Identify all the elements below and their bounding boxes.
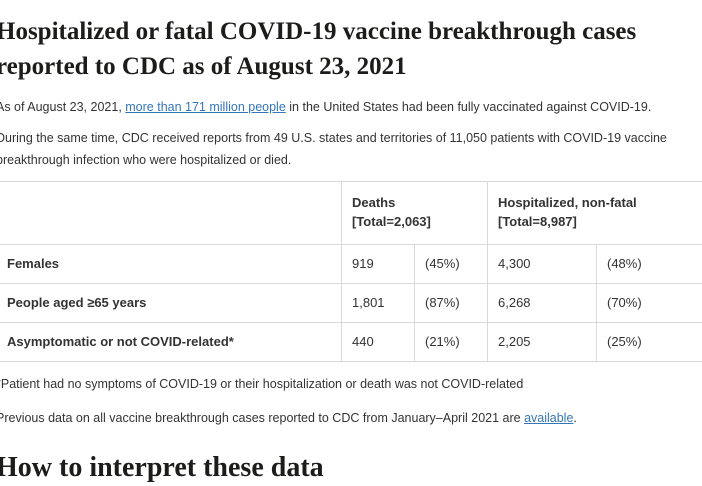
- vaccinated-count-link[interactable]: more than 171 million people: [125, 100, 286, 114]
- hospitalized-percent-cell: (70%): [597, 284, 702, 323]
- deaths-percent-cell: (45%): [415, 245, 488, 284]
- previous-data-note: Previous data on all vaccine breakthroug…: [0, 407, 696, 429]
- hospitalized-header-label: Hospitalized, non-fatal: [498, 193, 692, 212]
- deaths-percent-cell: (21%): [415, 323, 488, 362]
- deaths-count-cell: 919: [342, 245, 415, 284]
- hospitalized-count-cell: 6,268: [488, 284, 597, 323]
- deaths-count-cell: 1,801: [342, 284, 415, 323]
- page-title: Hospitalized or fatal COVID-19 vaccine b…: [0, 14, 702, 84]
- cdc-breakthrough-article: Hospitalized or fatal COVID-19 vaccine b…: [0, 14, 702, 486]
- intro1-text-before: As of August 23, 2021,: [0, 100, 125, 114]
- hospitalized-column-header: Hospitalized, non-fatal [Total=8,987]: [488, 182, 702, 245]
- deaths-percent-cell: (87%): [415, 284, 488, 323]
- table-row-aged-65: People aged ≥65 years 1,801 (87%) 6,268 …: [0, 284, 702, 323]
- intro1-text-after: in the United States had been fully vacc…: [286, 100, 652, 114]
- hospitalized-count-cell: 2,205: [488, 323, 597, 362]
- hospitalized-count-cell: 4,300: [488, 245, 597, 284]
- hospitalized-header-total: [Total=8,987]: [498, 212, 692, 231]
- intro-paragraph-1: As of August 23, 2021, more than 171 mil…: [0, 96, 696, 118]
- table-row-females: Females 919 (45%) 4,300 (48%): [0, 245, 702, 284]
- deaths-header-label: Deaths: [352, 193, 477, 212]
- breakthrough-cases-table: Deaths [Total=2,063] Hospitalized, non-f…: [0, 181, 702, 362]
- previous-data-text-before: Previous data on all vaccine breakthroug…: [0, 411, 524, 425]
- hospitalized-percent-cell: (48%): [597, 245, 702, 284]
- table-row-asymptomatic: Asymptomatic or not COVID-related* 440 (…: [0, 323, 702, 362]
- empty-header-cell: [0, 182, 342, 245]
- row-label: Females: [0, 245, 342, 284]
- available-link[interactable]: available: [524, 411, 573, 425]
- deaths-count-cell: 440: [342, 323, 415, 362]
- hospitalized-percent-cell: (25%): [597, 323, 702, 362]
- row-label: Asymptomatic or not COVID-related*: [0, 323, 342, 362]
- row-label: People aged ≥65 years: [0, 284, 342, 323]
- table-header-row: Deaths [Total=2,063] Hospitalized, non-f…: [0, 182, 702, 245]
- section-heading-how-to-interpret: How to interpret these data: [0, 450, 702, 486]
- intro-paragraph-2: During the same time, CDC received repor…: [0, 127, 696, 171]
- table-footnote: *Patient had no symptoms of COVID-19 or …: [0, 373, 696, 395]
- previous-data-text-after: .: [573, 411, 576, 425]
- deaths-column-header: Deaths [Total=2,063]: [342, 182, 488, 245]
- deaths-header-total: [Total=2,063]: [352, 212, 477, 231]
